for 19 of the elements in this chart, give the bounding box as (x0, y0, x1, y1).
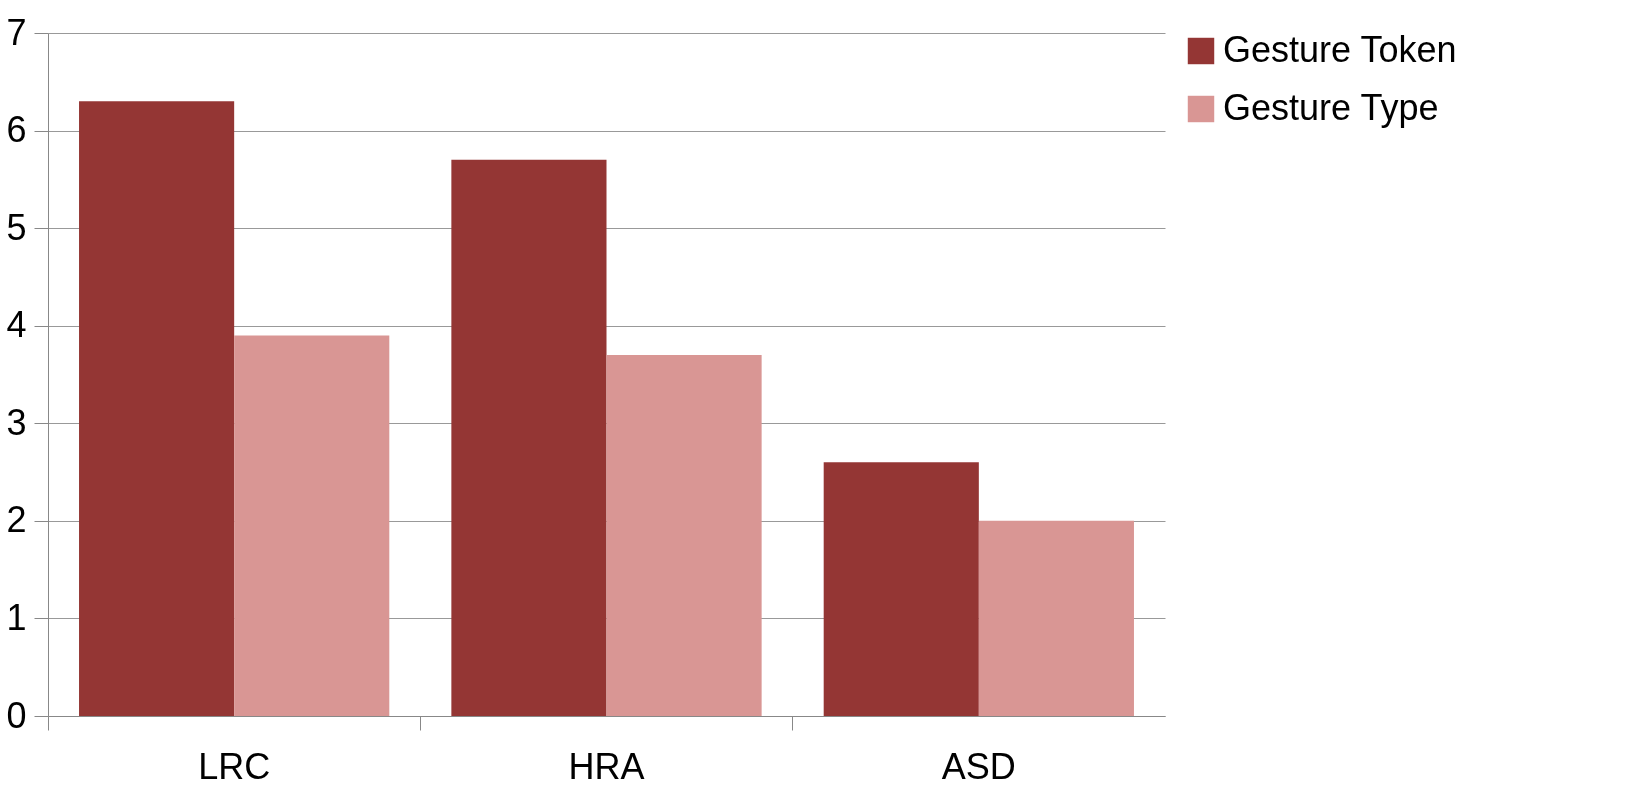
y-tick-label: 6 (6, 109, 27, 151)
y-tick-label: 1 (6, 596, 27, 638)
y-tick-label: 2 (6, 499, 27, 541)
y-tick-label: 3 (6, 401, 27, 443)
legend-label: Gesture Token (1223, 29, 1457, 70)
y-tick-label: 4 (6, 304, 27, 346)
y-tick-label: 0 (6, 694, 27, 736)
bar (234, 335, 390, 716)
x-tick-label: HRA (568, 745, 645, 787)
y-tick-label: 7 (6, 11, 27, 53)
bar (978, 520, 1134, 716)
bar (451, 159, 607, 716)
x-tick-label: ASD (941, 745, 1016, 787)
bar (823, 462, 979, 716)
bar (79, 101, 235, 716)
y-tick-label: 5 (6, 206, 27, 248)
x-tick-label: LRC (198, 745, 271, 787)
bar (606, 354, 762, 716)
legend-label: Gesture Type (1223, 87, 1439, 128)
